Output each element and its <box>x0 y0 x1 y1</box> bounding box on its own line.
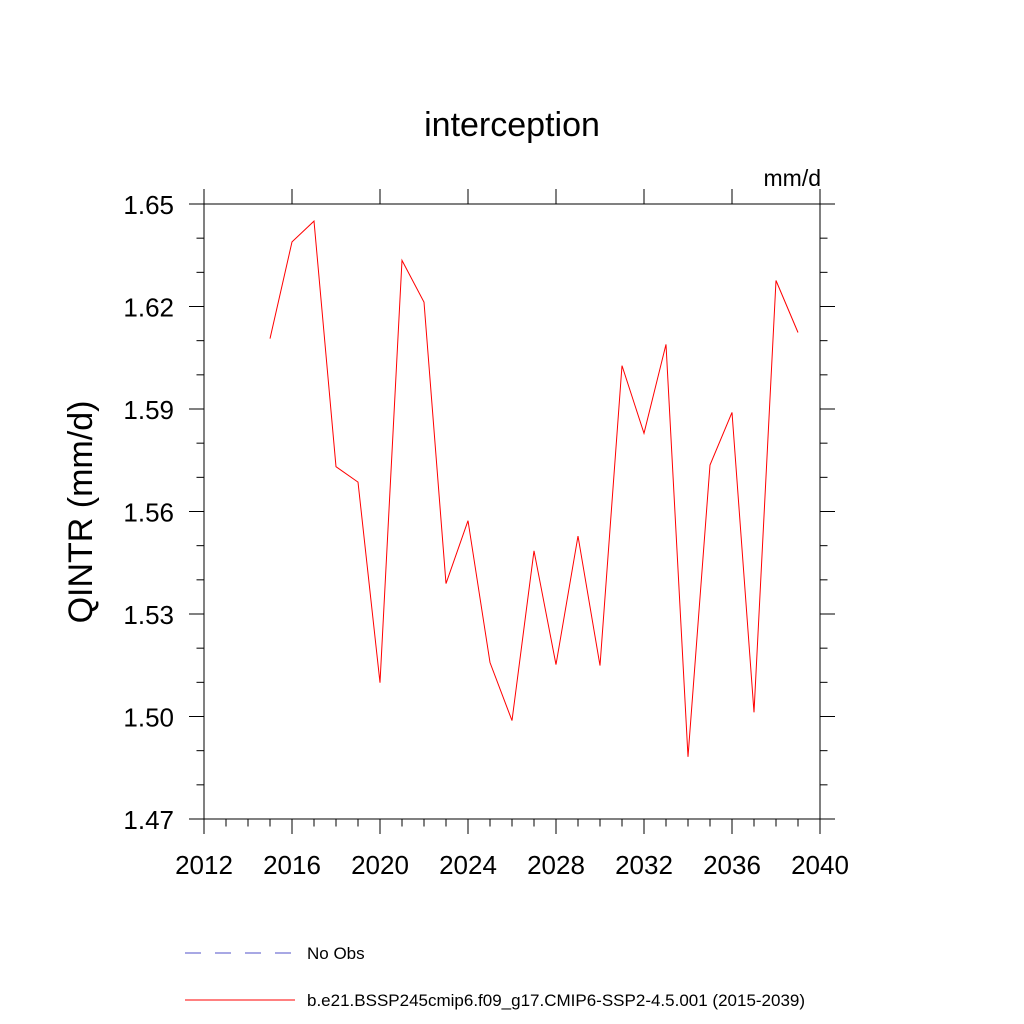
data-point <box>291 241 292 242</box>
data-point <box>555 664 556 665</box>
y-tick-label: 1.56 <box>123 498 174 528</box>
y-tick-labels: 1.47 1.50 1.53 1.56 1.59 1.62 1.65 <box>123 190 174 835</box>
series-layer <box>269 220 799 757</box>
data-point <box>489 662 490 663</box>
y-tick-label: 1.53 <box>123 600 174 630</box>
chart-title: interception <box>424 106 600 144</box>
data-point <box>709 464 710 465</box>
data-point <box>753 712 754 713</box>
legend-label-no-obs: No Obs <box>307 944 365 963</box>
x-tick-label: 2028 <box>527 850 585 880</box>
y-tick-label: 1.47 <box>123 805 174 835</box>
data-point <box>577 536 578 537</box>
x-tick-label: 2036 <box>703 850 761 880</box>
x-tick-label: 2016 <box>263 850 321 880</box>
y-tick-label: 1.50 <box>123 703 174 733</box>
data-point <box>423 301 424 302</box>
data-point <box>401 260 402 261</box>
data-point <box>533 550 534 551</box>
data-point <box>313 220 314 221</box>
x-tick-label: 2012 <box>175 850 233 880</box>
data-point <box>687 756 688 757</box>
x-tick-label: 2020 <box>351 850 409 880</box>
data-point <box>379 682 380 683</box>
data-point <box>269 338 270 339</box>
data-point <box>599 665 600 666</box>
x-tick-label: 2032 <box>615 850 673 880</box>
units-label: mm/d <box>764 165 822 191</box>
y-tick-label: 1.59 <box>123 395 174 425</box>
y-tick-label: 1.65 <box>123 190 174 220</box>
x-tick-label: 2024 <box>439 850 497 880</box>
y-axis-label: QINTR (mm/d) <box>62 401 100 624</box>
data-point <box>335 466 336 467</box>
legend-label-model: b.e21.BSSP245cmip6.f09_g17.CMIP6-SSP2-4.… <box>307 991 805 1010</box>
legend: No Obs b.e21.BSSP245cmip6.f09_g17.CMIP6-… <box>185 944 805 1010</box>
axis-ticks <box>189 189 835 834</box>
plot-frame <box>203 203 821 820</box>
y-tick-label: 1.62 <box>123 293 174 323</box>
x-tick-label: 2040 <box>791 850 849 880</box>
data-point <box>445 583 446 584</box>
data-point <box>357 482 358 483</box>
series-line <box>269 220 799 757</box>
data-point <box>511 720 512 721</box>
data-point <box>665 344 666 345</box>
x-tick-labels: 2012 2016 2020 2024 2028 2032 2036 2040 <box>175 850 849 880</box>
data-point <box>643 433 644 434</box>
data-point <box>731 412 732 413</box>
data-point <box>775 280 776 281</box>
data-point <box>467 520 468 521</box>
data-point <box>797 332 798 333</box>
data-point <box>621 365 622 366</box>
